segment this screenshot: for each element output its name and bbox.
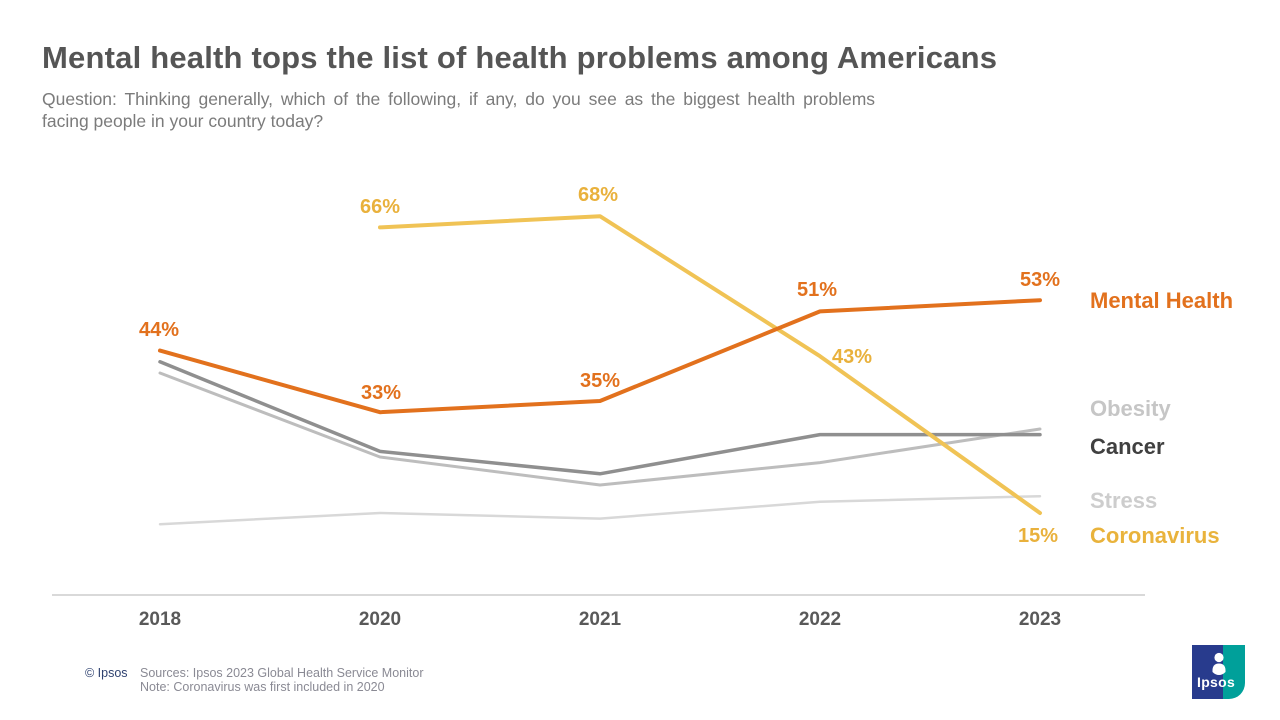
legend-cancer: Cancer xyxy=(1090,434,1165,459)
data-label-coronavirus-2020: 66% xyxy=(359,196,401,218)
x-tick-2021: 2021 xyxy=(578,609,622,630)
x-tick-2018: 2018 xyxy=(138,609,182,630)
legend-mental-health: Mental Health xyxy=(1090,288,1234,313)
line-obesity xyxy=(158,371,1042,487)
line-mental-health xyxy=(158,298,1042,415)
data-label-mental-health-2021: 35% xyxy=(579,370,621,392)
data-label-mental-health-2022: 51% xyxy=(796,279,838,301)
line-coronavirus xyxy=(378,214,1042,515)
ipsos-logo-teal-panel xyxy=(1223,645,1245,699)
legend-coronavirus: Coronavirus xyxy=(1090,523,1220,548)
data-label-coronavirus-2022: 43% xyxy=(831,346,873,368)
ipsos-logo-navy-panel xyxy=(1192,645,1223,699)
data-label-mental-health-2018: 44% xyxy=(138,319,180,341)
data-label-mental-health-2023: 53% xyxy=(1019,269,1061,291)
data-label-coronavirus-2021: 68% xyxy=(577,184,619,206)
x-tick-2020: 2020 xyxy=(358,609,402,630)
source-text: Sources: Ipsos 2023 Global Health Servic… xyxy=(140,666,424,680)
ipsos-logo-wordmark: Ipsos xyxy=(1197,674,1236,690)
data-label-mental-health-2020: 33% xyxy=(360,382,402,404)
legend-stress: Stress xyxy=(1090,488,1158,513)
question-subtitle-line2: facing people in your country today? xyxy=(42,111,324,131)
page-title: Mental health tops the list of health pr… xyxy=(42,40,998,75)
data-label-coronavirus-2023: 15% xyxy=(1017,525,1059,547)
question-subtitle-line1: Question: Thinking generally, which of t… xyxy=(42,89,876,109)
line-cancer xyxy=(158,360,1042,476)
line-stress xyxy=(158,494,1042,526)
copyright: © Ipsos xyxy=(85,666,128,680)
note-text: Note: Coronavirus was first included in … xyxy=(140,680,385,694)
ipsos-logo xyxy=(1192,645,1245,699)
x-tick-2023: 2023 xyxy=(1018,609,1062,630)
legend-obesity: Obesity xyxy=(1090,396,1171,421)
x-tick-2022: 2022 xyxy=(798,609,842,630)
